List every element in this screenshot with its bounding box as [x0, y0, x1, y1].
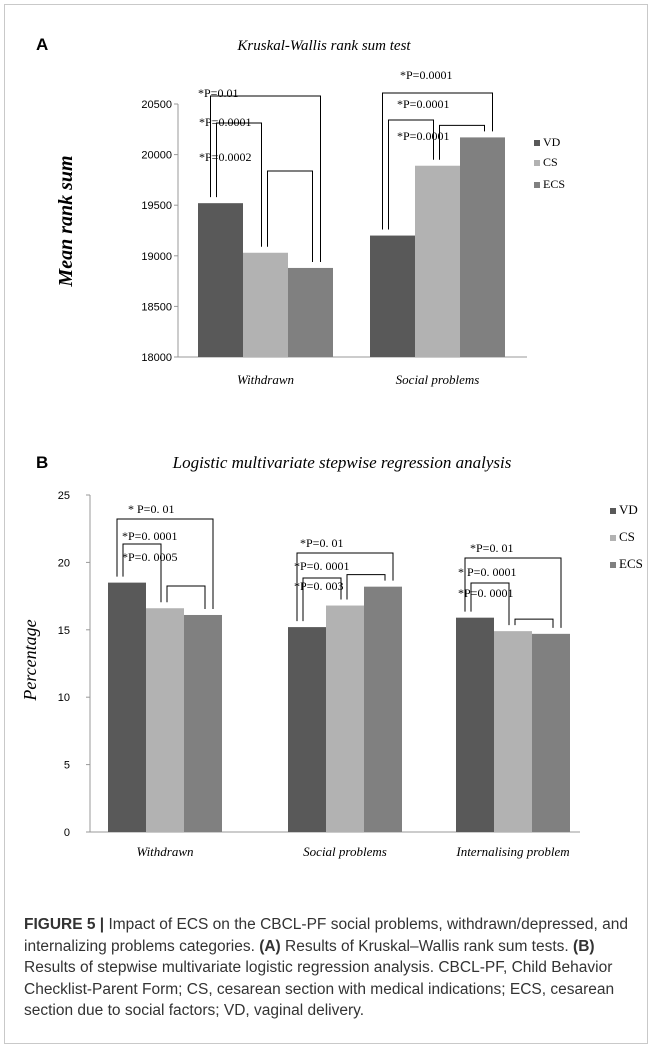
legend-label: ECS	[543, 177, 565, 191]
significance-label: * P=0. 01	[128, 502, 174, 516]
significance-bracket	[388, 119, 434, 230]
bar-ecs	[288, 267, 333, 357]
significance-label: *P=0.0001	[199, 115, 251, 129]
bar-ecs	[184, 614, 222, 832]
legend-swatch-cs	[610, 535, 616, 541]
legend-label: VD	[543, 135, 561, 149]
category-label: Withdrawn	[237, 372, 294, 387]
bar-vd	[288, 627, 326, 832]
bar-vd	[108, 582, 146, 832]
y-tick-label: 20500	[141, 99, 172, 111]
legend-swatch-ecs	[610, 562, 616, 568]
significance-label: *P=0. 0001	[122, 529, 177, 543]
bar-cs	[415, 165, 460, 357]
legend-swatch-vd	[610, 508, 616, 514]
legend-swatch-cs	[534, 160, 540, 166]
caption-b-label: (B)	[573, 937, 595, 955]
legend-label: CS	[543, 155, 558, 169]
significance-bracket	[514, 618, 554, 628]
y-tick-label: 20000	[141, 150, 172, 162]
bar-ecs	[460, 137, 505, 357]
bar-cs	[494, 631, 532, 832]
bar-ecs	[532, 633, 570, 832]
panel-label: B	[36, 453, 48, 472]
significance-bracket	[296, 552, 394, 622]
bar-vd	[370, 235, 415, 357]
caption-a-label: (A)	[259, 937, 281, 955]
panel-label: A	[36, 35, 48, 54]
legend-label: VD	[619, 502, 638, 517]
significance-bracket	[216, 122, 262, 247]
significance-bracket	[210, 95, 321, 262]
y-tick-label: 19000	[141, 251, 172, 263]
significance-label: *P=0.0001	[397, 129, 449, 143]
y-axis-title: Mean rank sum	[55, 155, 77, 287]
significance-label: *P=0. 01	[300, 536, 343, 550]
significance-bracket	[122, 543, 162, 603]
bar-cs	[326, 605, 364, 832]
y-tick-label: 20	[58, 557, 70, 569]
category-label: Withdrawn	[136, 844, 193, 859]
category-label: Internalising problem	[455, 844, 569, 859]
significance-bracket	[267, 170, 313, 262]
legend-label: ECS	[619, 556, 643, 571]
bar-cs	[243, 252, 288, 357]
category-label: Social problems	[303, 844, 387, 859]
y-tick-label: 18500	[141, 301, 172, 313]
significance-label: *P=0. 0005	[122, 550, 177, 564]
figure-charts: A Kruskal-Wallis rank sum test 18000 18500 1…	[20, 35, 643, 859]
significance-bracket	[116, 518, 214, 609]
y-tick-label: 18000	[141, 352, 172, 364]
chart-title: Logistic multivariate stepwise regressio…	[172, 453, 512, 472]
significance-label: * P=0. 0001	[458, 565, 516, 579]
y-tick-label: 0	[64, 827, 70, 839]
y-tick-label: 19500	[141, 200, 172, 212]
chart-title: Kruskal-Wallis rank sum test	[236, 38, 411, 54]
significance-bracket	[302, 577, 342, 622]
legend-swatch-ecs	[534, 182, 540, 188]
legend-label: CS	[619, 529, 635, 544]
significance-label: *P=0.0001	[397, 97, 449, 111]
significance-bracket	[470, 582, 510, 626]
figure-frame	[4, 4, 648, 1044]
legend-swatch-vd	[534, 140, 540, 146]
significance-bracket	[464, 557, 562, 628]
significance-bracket	[346, 574, 386, 600]
y-tick-label: 10	[58, 692, 70, 704]
significance-label: *P=0.0001	[400, 68, 452, 82]
significance-label: *P=0. 003	[294, 579, 343, 593]
y-axis-title: Percentage	[20, 619, 40, 701]
bar-ecs	[364, 586, 402, 832]
caption-text: Impact of ECS on the CBCL-PF social prob…	[24, 916, 628, 955]
y-tick-label: 5	[64, 760, 70, 772]
y-tick-label: 25	[58, 490, 70, 502]
category-label: Social problems	[396, 372, 480, 387]
figure-caption: FIGURE 5 | Impact of ECS on the CBCL-PF …	[24, 914, 632, 1022]
bar-vd	[198, 203, 243, 357]
significance-label: *P=0. 0001	[458, 586, 513, 600]
significance-label: *P=0. 01	[470, 541, 513, 555]
significance-label: *P=0. 0001	[294, 559, 349, 573]
significance-bracket	[382, 92, 493, 230]
bar-cs	[146, 608, 184, 832]
caption-b-text: Results of stepwise multivariate logisti…	[24, 959, 615, 1019]
caption-a-text: Results of Kruskal–Wallis rank sum tests…	[280, 937, 574, 955]
significance-label: *P=0.01	[198, 86, 238, 100]
significance-bracket	[166, 585, 206, 609]
significance-label: *P=0.0002	[199, 150, 251, 164]
significance-bracket	[439, 124, 485, 160]
bar-vd	[456, 617, 494, 832]
y-tick-label: 15	[58, 625, 70, 637]
caption-figure-label: FIGURE 5 |	[24, 916, 105, 933]
